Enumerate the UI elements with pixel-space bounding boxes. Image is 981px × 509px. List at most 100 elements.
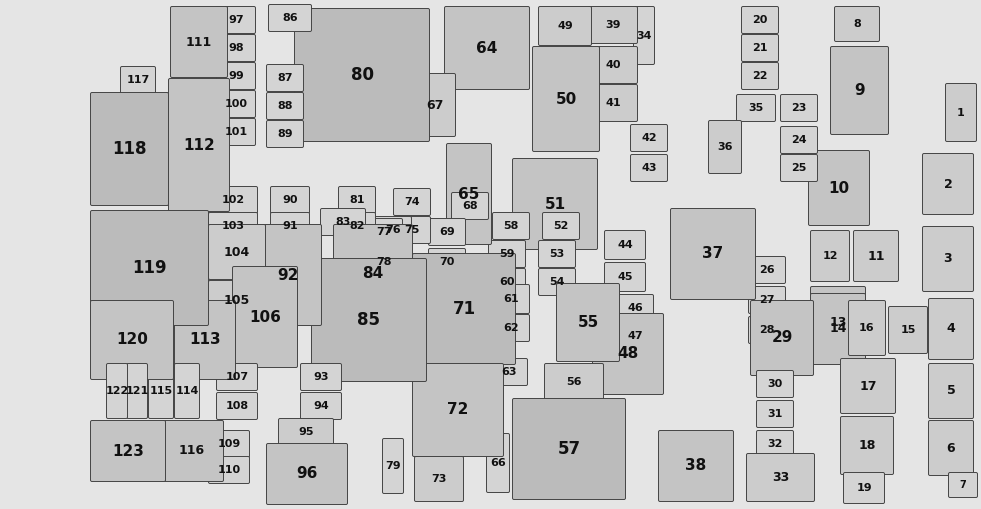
FancyBboxPatch shape: [487, 434, 509, 493]
FancyBboxPatch shape: [542, 212, 580, 240]
FancyBboxPatch shape: [781, 95, 817, 122]
FancyBboxPatch shape: [512, 399, 626, 499]
FancyBboxPatch shape: [631, 155, 667, 182]
Text: 55: 55: [578, 315, 598, 330]
Text: 9: 9: [854, 83, 865, 98]
Text: 30: 30: [767, 379, 783, 389]
Text: 71: 71: [452, 300, 476, 318]
Text: 45: 45: [617, 272, 633, 282]
Text: 26: 26: [759, 265, 775, 275]
Text: 3: 3: [944, 252, 953, 266]
FancyBboxPatch shape: [742, 63, 779, 90]
Text: 1: 1: [957, 107, 965, 118]
FancyBboxPatch shape: [489, 269, 526, 296]
FancyBboxPatch shape: [444, 7, 530, 90]
FancyBboxPatch shape: [928, 363, 973, 418]
Text: 83: 83: [336, 217, 350, 227]
FancyBboxPatch shape: [366, 218, 402, 245]
Text: 23: 23: [792, 103, 806, 113]
Text: 22: 22: [752, 71, 768, 81]
FancyBboxPatch shape: [217, 392, 257, 419]
Text: 72: 72: [447, 403, 469, 417]
Text: 119: 119: [132, 259, 167, 277]
FancyBboxPatch shape: [175, 300, 235, 380]
Text: 81: 81: [349, 195, 365, 205]
Text: 89: 89: [278, 129, 292, 139]
FancyBboxPatch shape: [658, 431, 734, 501]
FancyBboxPatch shape: [841, 416, 894, 474]
FancyBboxPatch shape: [593, 314, 663, 394]
FancyBboxPatch shape: [670, 209, 755, 299]
Text: 58: 58: [503, 221, 519, 231]
FancyBboxPatch shape: [375, 216, 411, 243]
Text: 118: 118: [112, 140, 147, 158]
FancyBboxPatch shape: [429, 248, 466, 275]
FancyBboxPatch shape: [946, 83, 976, 142]
Text: 57: 57: [557, 440, 581, 458]
FancyBboxPatch shape: [539, 240, 576, 268]
Text: 17: 17: [859, 380, 877, 392]
FancyBboxPatch shape: [810, 287, 865, 357]
FancyBboxPatch shape: [217, 63, 255, 90]
Text: 114: 114: [176, 386, 199, 396]
Text: 74: 74: [404, 197, 420, 207]
Text: 35: 35: [749, 103, 763, 113]
Text: 13: 13: [829, 316, 847, 328]
FancyBboxPatch shape: [631, 125, 667, 152]
Text: 70: 70: [439, 257, 454, 267]
Text: 105: 105: [224, 295, 250, 307]
FancyBboxPatch shape: [338, 186, 376, 213]
FancyBboxPatch shape: [415, 457, 463, 501]
Text: 8: 8: [853, 19, 861, 29]
Text: 111: 111: [185, 36, 212, 48]
FancyBboxPatch shape: [616, 295, 653, 322]
Text: 93: 93: [313, 372, 329, 382]
Text: 87: 87: [278, 73, 292, 83]
Text: 36: 36: [717, 142, 733, 152]
FancyBboxPatch shape: [90, 300, 174, 380]
Text: 95: 95: [298, 427, 314, 437]
Text: 11: 11: [867, 249, 885, 263]
FancyBboxPatch shape: [217, 7, 255, 34]
Text: 90: 90: [283, 195, 298, 205]
FancyBboxPatch shape: [334, 224, 412, 323]
FancyBboxPatch shape: [835, 7, 880, 42]
FancyBboxPatch shape: [175, 363, 199, 418]
FancyBboxPatch shape: [338, 212, 376, 240]
FancyBboxPatch shape: [853, 231, 899, 281]
FancyBboxPatch shape: [171, 7, 228, 77]
FancyBboxPatch shape: [512, 158, 597, 249]
Text: 49: 49: [557, 21, 573, 31]
Text: 117: 117: [127, 75, 150, 85]
Text: 54: 54: [549, 277, 565, 287]
Text: 7: 7: [959, 480, 966, 490]
Text: 116: 116: [179, 444, 205, 458]
FancyBboxPatch shape: [808, 151, 869, 225]
Text: 27: 27: [759, 295, 775, 305]
Text: 113: 113: [189, 332, 221, 348]
Text: 48: 48: [617, 347, 639, 361]
FancyBboxPatch shape: [749, 257, 786, 284]
FancyBboxPatch shape: [121, 67, 156, 94]
Text: 67: 67: [427, 99, 443, 111]
Text: 56: 56: [566, 377, 582, 387]
FancyBboxPatch shape: [217, 119, 255, 146]
FancyBboxPatch shape: [366, 248, 402, 275]
Text: 109: 109: [218, 439, 240, 449]
FancyBboxPatch shape: [209, 186, 257, 213]
Text: 20: 20: [752, 15, 768, 25]
Text: 92: 92: [278, 268, 298, 282]
Text: 15: 15: [901, 325, 915, 335]
FancyBboxPatch shape: [844, 472, 885, 503]
FancyBboxPatch shape: [556, 284, 619, 361]
FancyBboxPatch shape: [451, 192, 489, 219]
Text: 121: 121: [126, 386, 149, 396]
FancyBboxPatch shape: [539, 7, 592, 45]
Text: 85: 85: [357, 311, 381, 329]
FancyBboxPatch shape: [429, 218, 466, 245]
FancyBboxPatch shape: [269, 5, 312, 32]
Text: 123: 123: [112, 443, 144, 459]
FancyBboxPatch shape: [217, 91, 255, 118]
FancyBboxPatch shape: [232, 267, 297, 367]
Text: 51: 51: [544, 196, 566, 212]
